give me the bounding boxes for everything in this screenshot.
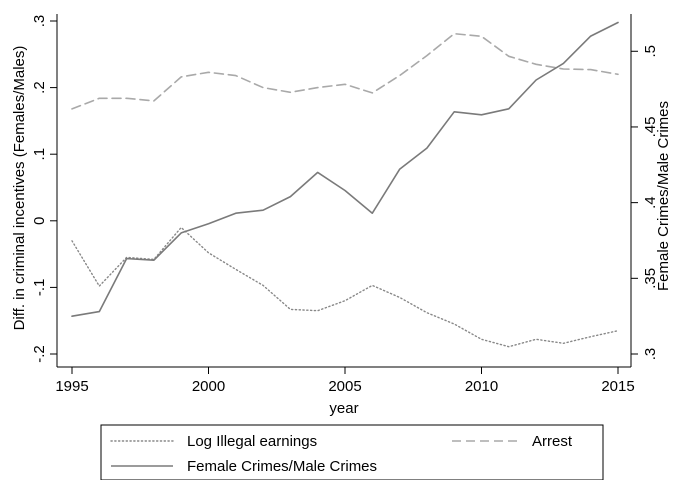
right-y-axis-title: Female Crimes/Male Crimes	[655, 101, 672, 291]
legend-label-arrest: Arrest	[532, 433, 573, 450]
legend-label-log-illegal-earnings: Log Illegal earnings	[187, 433, 317, 450]
x-tick-label: 2000	[192, 378, 225, 395]
y-right-tick-label: .4	[642, 196, 659, 209]
y-right-tick-label: .35	[642, 268, 659, 289]
series-line-female-crimes-male-crimes	[71, 21, 619, 318]
x-tick-label: 1995	[55, 378, 88, 395]
y-left-tick-label: -.2	[31, 345, 48, 363]
x-tick-label: 2005	[328, 378, 361, 395]
y-left-tick-label: -.1	[31, 279, 48, 297]
series-layer	[71, 21, 619, 348]
x-axis-title: year	[329, 400, 358, 417]
y-left-tick-label: 0	[31, 217, 48, 225]
x-tick-label: 2015	[601, 378, 634, 395]
y-right-tick-label: .5	[642, 45, 659, 58]
x-tick-label: 2010	[465, 378, 498, 395]
left-y-axis-title: Diff. in criminal incentives (Females/Ma…	[11, 46, 28, 331]
tick-layer: 1995 2000 2005 2010 2015 -.2 -.1 0 .1 .2 .3 .3 .35 .4…	[31, 15, 659, 395]
legend-box	[100, 424, 604, 480]
legend: Log Illegal earnings Arrest Female Crime…	[100, 424, 604, 480]
legend-label-female-male-crimes: Female Crimes/Male Crimes	[187, 458, 377, 475]
plot-area	[56, 14, 632, 368]
y-left-tick-label: .3	[31, 15, 48, 28]
series-line-arrest	[71, 32, 619, 110]
y-right-tick-label: .3	[642, 348, 659, 361]
y-left-tick-label: .1	[31, 148, 48, 161]
y-left-tick-label: .2	[31, 81, 48, 94]
y-right-tick-label: .45	[642, 117, 659, 138]
series-line-log-illegal-earnings	[71, 226, 619, 348]
